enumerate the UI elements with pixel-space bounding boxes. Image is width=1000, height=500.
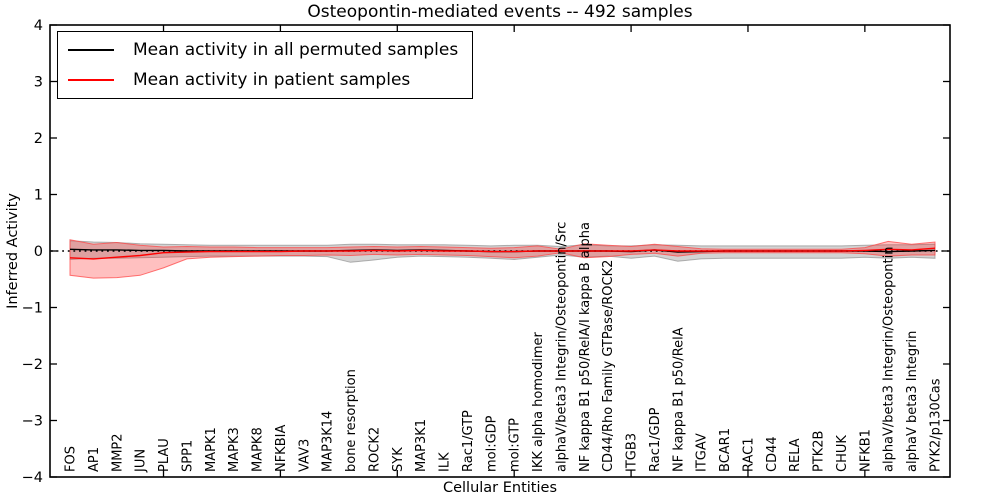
x-tick-label: ILK [438,452,453,472]
x-tick-label: MAP3K1 [414,419,429,472]
x-tick-label: FOS [64,446,79,472]
x-tick-label: bone resorption [344,369,359,472]
y-tick-label: −1 [22,301,43,317]
patient-band [69,239,936,279]
x-tick-label: mol:GTP [508,418,523,472]
legend-line-patient [68,79,114,81]
x-tick-label: ROCK2 [367,427,382,472]
legend-line-permuted [68,49,114,51]
x-tick-label: Rac1/GDP [648,407,663,472]
x-tick-label: CD44 [765,436,780,472]
x-axis-label: Cellular Entities [442,480,558,496]
x-tick-label: NFKB1 [858,429,873,472]
x-tick-label: NFKBIA [274,425,289,472]
x-tick-label: MAPK1 [204,427,219,472]
x-tick-label: MAPK8 [251,427,266,472]
legend: Mean activity in all permuted samples Me… [57,31,474,99]
y-tick-label: 0 [34,244,43,260]
y-tick-label: 3 [34,75,43,91]
chart-title: Osteopontin-mediated events -- 492 sampl… [307,2,693,22]
x-tick-label: NF kappa B1 p50/RelA [671,327,686,472]
x-tick-label: MMP2 [110,433,125,472]
x-tick-label: PLAU [157,438,172,472]
x-tick-label: mol:GDP [484,415,499,472]
x-tick-label: PTK2B [812,431,827,473]
x-tick-label: alphaV/beta3 Integrin/Osteopontin [882,247,897,472]
x-tick-label: RELA [788,438,803,472]
x-tick-label: JUN [134,449,149,473]
legend-entry-permuted: Mean activity in all permuted samples [68,35,458,65]
patient-mean-line [69,247,936,260]
x-tick-label: AP1 [87,447,102,472]
y-tick-label: −2 [22,357,43,373]
y-tick-label: −3 [22,414,43,430]
x-tick-label: IKK alpha homodimer [531,331,546,472]
x-tick-label: CHUK [835,435,850,472]
x-tick-label: alphaV/beta3 Integrin/Osteopontin/Src [554,222,569,472]
x-tick-label: RAC1 [741,437,756,472]
x-tick-label: ITGAV [695,433,710,472]
y-tick-label: 4 [34,18,43,34]
y-tick-label: 1 [34,188,43,204]
x-tick-label: CD44/Rho Family GTPase/ROCK2 [601,260,616,472]
y-axis-label: Inferred Activity [5,193,21,309]
x-tick-label: VAV3 [297,439,312,472]
legend-label-permuted: Mean activity in all permuted samples [133,40,459,60]
x-tick-label: BCAR1 [718,428,733,472]
legend-label-patient: Mean activity in patient samples [133,70,411,90]
y-tick-label: 2 [34,131,43,147]
x-tick-label: MAP3K14 [321,411,336,472]
x-tick-label: NF kappa B1 p50/RelA/I kappa B alpha [578,222,593,472]
x-tick-label: ITGB3 [625,433,640,472]
legend-entry-patient: Mean activity in patient samples [68,65,458,95]
x-tick-label: MAPK3 [227,427,242,472]
x-tick-label: SYK [391,447,406,472]
x-tick-label: PYK2/p130Cas [929,378,944,472]
y-tick-label: −4 [22,470,43,486]
x-tick-label: Rac1/GTP [461,410,476,472]
x-tick-label: alphaV beta3 Integrin [905,331,920,472]
x-tick-label: SPP1 [180,440,195,472]
